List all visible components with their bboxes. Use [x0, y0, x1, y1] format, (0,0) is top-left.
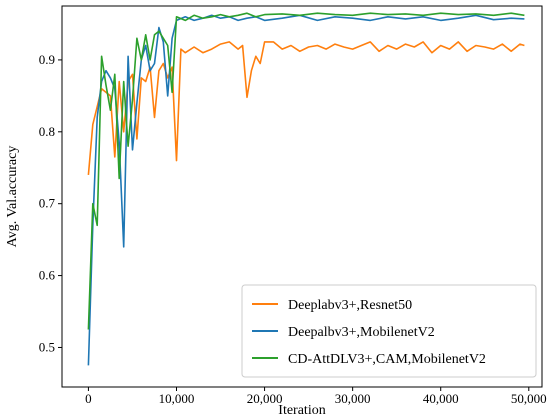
- legend: Deeplabv3+,Resnet50 Deepalbv3+,Mobilenet…: [241, 284, 537, 378]
- y-axis-title: Avg. Val.accuracy: [5, 146, 20, 248]
- x-tick-label: 40,000: [423, 391, 459, 406]
- x-tick-label: 0: [85, 391, 92, 406]
- legend-box: [241, 284, 537, 378]
- x-axis: 0 10,000 20,000 30,000 40,000 50,000: [85, 387, 547, 406]
- series-line-0: [87, 41, 525, 175]
- series-line-1: [87, 14, 525, 366]
- y-tick-label: 0.8: [39, 124, 55, 139]
- series-layer: [87, 12, 525, 366]
- series-line-2: [87, 12, 525, 330]
- y-tick-label: 0.7: [39, 196, 56, 211]
- plot-frame: [61, 5, 543, 388]
- legend-label: Deeplabv3+,Resnet50: [288, 298, 412, 313]
- x-tick-label: 30,000: [335, 391, 371, 406]
- legend-label: CD-AttDLV3+,CAM,MobilenetV2: [288, 352, 486, 367]
- x-axis-title: Iteration: [278, 403, 325, 418]
- x-tick-label: 20,000: [247, 391, 283, 406]
- x-tick-label: 50,000: [511, 391, 547, 406]
- y-axis: 0.5 0.6 0.7 0.8 0.9: [39, 52, 62, 354]
- x-tick-label: 10,000: [159, 391, 195, 406]
- y-tick-label: 0.9: [39, 52, 55, 67]
- y-tick-label: 0.6: [39, 268, 56, 283]
- legend-label: Deepalbv3+,MobilenetV2: [288, 325, 435, 340]
- y-tick-label: 0.5: [39, 339, 55, 354]
